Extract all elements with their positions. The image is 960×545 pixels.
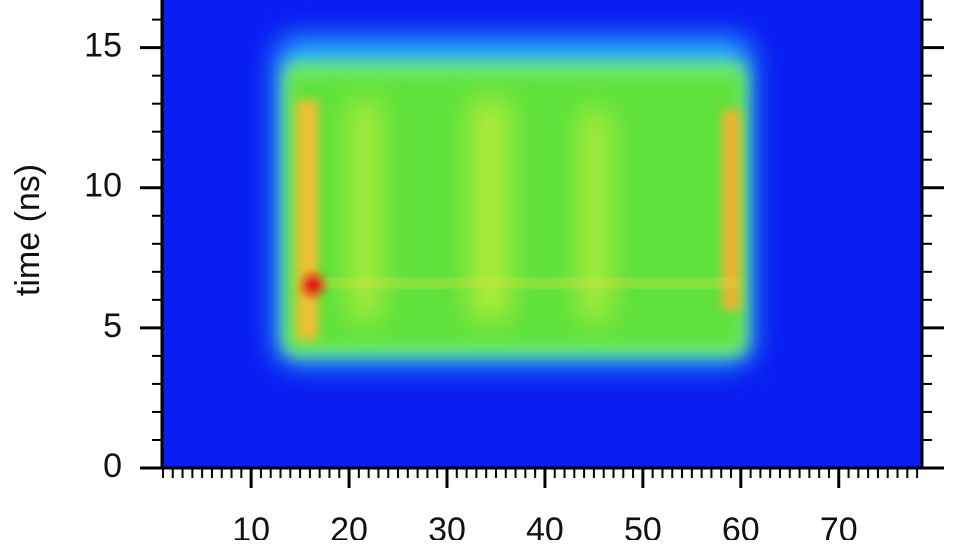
y-tick-label: 15 (84, 27, 122, 65)
x-tick-label: 70 (820, 511, 858, 540)
x-tick-label: 10 (232, 511, 270, 540)
y-tick-label: 10 (84, 167, 122, 205)
x-tick-label: 30 (428, 511, 466, 540)
y-axis-label: time (ns) (9, 164, 47, 296)
x-tick-label: 50 (624, 511, 662, 540)
x-tick-label: 40 (526, 511, 564, 540)
y-tick-label: 5 (103, 307, 122, 345)
x-tick-label: 20 (330, 511, 368, 540)
y-tick-label: 0 (103, 447, 122, 485)
heatmap (162, 0, 922, 468)
x-tick-label: 60 (722, 511, 760, 540)
